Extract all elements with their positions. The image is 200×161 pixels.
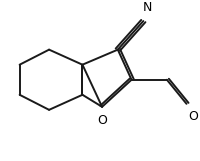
Text: N: N [143,0,152,14]
Text: O: O [97,114,107,127]
Text: O: O [188,110,198,123]
